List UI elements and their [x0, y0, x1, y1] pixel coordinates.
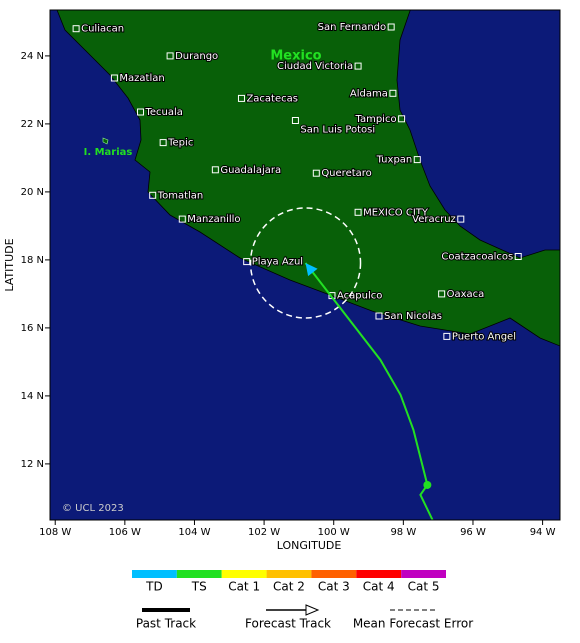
city-label: Mazatlan: [119, 73, 164, 84]
city-marker: [110, 74, 118, 82]
x-tick-label: 106 W: [109, 527, 141, 538]
x-tick-label: 100 W: [318, 527, 350, 538]
city-marker: [387, 23, 395, 31]
city-label: Culiacan: [81, 24, 124, 35]
legend-label: Cat 1: [228, 580, 260, 594]
city-label: Durango: [175, 51, 218, 62]
plot-frame: [49, 9, 561, 521]
city-marker: [137, 108, 145, 116]
city-marker: [443, 332, 451, 340]
legend-label: TD: [145, 580, 163, 594]
city-label: Guadalajara: [220, 165, 281, 176]
country-label: Mexico: [270, 49, 321, 64]
city-label: Tampico: [355, 114, 397, 125]
legend-swatch: [221, 570, 267, 578]
legend-swatch: [356, 570, 402, 578]
city-label: Ciudad Victoria: [277, 61, 353, 72]
legend-swatch: [132, 570, 177, 578]
legend-label: Cat 2: [273, 580, 305, 594]
city-marker: [243, 258, 251, 266]
city-marker: [178, 215, 186, 223]
x-tick-label: 96 W: [460, 527, 486, 538]
legend-label: Cat 4: [363, 580, 395, 594]
city-marker: [438, 290, 446, 298]
city-label: Queretaro: [321, 168, 371, 179]
y-axis-label: LATITUDE: [3, 238, 16, 291]
city-label: Veracruz: [412, 214, 456, 225]
copyright: © UCL 2023: [62, 503, 124, 514]
city-marker: [375, 312, 383, 320]
city-label: MEXICO CITY: [363, 207, 429, 218]
city-marker: [413, 156, 421, 164]
legend-label: Cat 5: [408, 580, 440, 594]
land: [56, 10, 560, 347]
x-tick-label: 94 W: [530, 527, 556, 538]
y-tick-label: 12 N: [21, 459, 44, 470]
x-axis-label: LONGITUDE: [277, 539, 342, 552]
island-label: I. Marias: [84, 147, 133, 158]
city-label: Puerto Angel: [452, 331, 516, 342]
city-marker: [237, 94, 245, 102]
city-label: Aldama: [350, 88, 388, 99]
y-tick-label: 14 N: [21, 391, 44, 402]
legend-line-label: Past Track: [136, 617, 196, 631]
city-marker: [514, 253, 522, 260]
current-position: [423, 480, 432, 489]
city-marker: [166, 52, 174, 60]
city-label: Playa Azul: [252, 257, 303, 268]
city-label: Coatzacoalcos: [441, 252, 513, 263]
legend-line-label: Mean Forecast Error: [353, 617, 473, 631]
y-tick-label: 24 N: [21, 51, 44, 62]
legend-label: TS: [191, 580, 207, 594]
legend-swatch: [176, 570, 222, 578]
city-label: Tepic: [167, 138, 193, 149]
y-tick-label: 16 N: [21, 323, 44, 334]
legend-label: Cat 3: [318, 580, 350, 594]
city-label: Tomatlan: [157, 190, 204, 201]
legend-swatch: [311, 570, 357, 578]
city-marker: [159, 139, 167, 147]
city-label: Tecuala: [145, 107, 183, 118]
city-label: Oaxaca: [447, 289, 485, 300]
city-label: Zacatecas: [246, 93, 298, 104]
city-label: Manzanillo: [187, 214, 240, 225]
city-marker: [457, 215, 465, 223]
legend-line-label: Forecast Track: [245, 617, 331, 631]
city-marker: [211, 166, 219, 174]
x-tick-label: 98 W: [390, 527, 416, 538]
city-marker: [389, 89, 397, 97]
city-label: Acapulco: [337, 291, 382, 302]
forecast-error-circle: [249, 207, 362, 319]
city-label: San Nicolas: [384, 311, 442, 322]
y-tick-label: 20 N: [21, 187, 44, 198]
legend-swatch: [266, 570, 312, 578]
city-label: San Luis Potosi: [300, 125, 375, 136]
x-tick-label: 108 W: [39, 527, 71, 538]
city-label: Tuxpan: [376, 155, 413, 166]
city-marker: [398, 115, 406, 123]
y-tick-label: 22 N: [21, 119, 44, 130]
city-label: San Fernando: [318, 22, 387, 33]
y-tick-label: 18 N: [21, 255, 44, 266]
city-marker: [312, 169, 320, 177]
city-marker: [354, 62, 362, 70]
island: [102, 137, 109, 145]
city-marker: [149, 191, 157, 199]
city-marker: [291, 117, 299, 124]
city-marker: [72, 25, 80, 33]
forecast-arrowhead: [305, 262, 318, 277]
x-tick-label: 102 W: [248, 527, 280, 538]
x-tick-label: 104 W: [178, 527, 210, 538]
storm-track: [304, 262, 434, 520]
legend-swatch: [401, 570, 446, 578]
city-marker: [354, 208, 362, 216]
forecast-arrow-sample: [305, 604, 320, 616]
